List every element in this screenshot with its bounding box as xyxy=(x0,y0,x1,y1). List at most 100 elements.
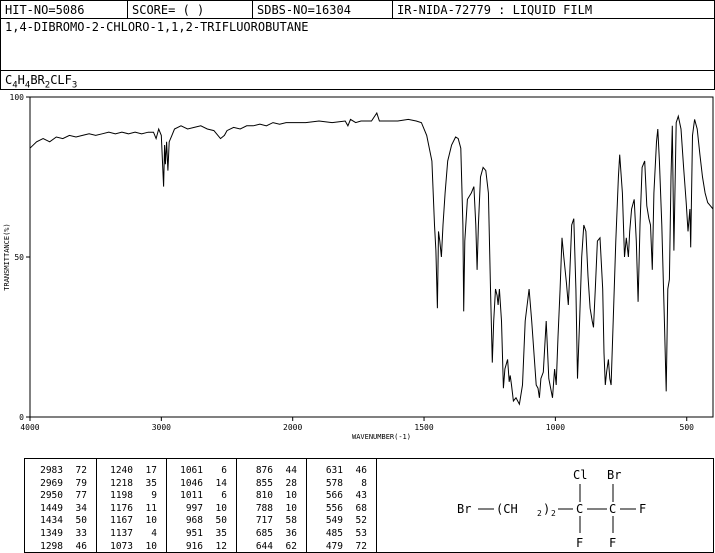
x-tick-label: 3000 xyxy=(152,423,171,432)
peak-transmittance: 79 xyxy=(75,477,87,489)
peak-transmittance: 10 xyxy=(285,502,297,514)
peak-row: 916 12 xyxy=(167,541,227,553)
peak-wavenumber: 1061 xyxy=(180,465,203,476)
x-tick-label: 4000 xyxy=(20,423,39,432)
peak-transmittance: 53 xyxy=(355,527,367,539)
peak-wavenumber: 1137 xyxy=(110,527,133,539)
atom-f-bottom-left: F xyxy=(576,536,583,550)
peak-wavenumber: 1240 xyxy=(110,465,133,476)
x-axis-label: WAVENUMBER(-1) xyxy=(352,433,411,441)
peak-row: 479 72 xyxy=(307,541,367,553)
peak-column: 2983 72 2969 79 2950 77 1449 34 1434 50 1349 33 1298… xyxy=(27,465,87,553)
atom-f-right: F xyxy=(639,502,646,516)
plot-frame xyxy=(29,96,714,418)
peak-column: 1240 17 1218 35 1198 9 1176 11 1167 10 1137 4 1073 10 xyxy=(97,465,157,553)
peak-wavenumber: 1176 xyxy=(110,502,133,514)
peak-transmittance: 6 xyxy=(221,465,227,476)
peak-wavenumber: 968 xyxy=(185,515,203,527)
formula-subscript: 4 xyxy=(12,80,18,91)
peak-wavenumber: 1218 xyxy=(110,477,133,489)
peak-transmittance: 43 xyxy=(355,490,367,502)
peak-wavenumber: 916 xyxy=(185,540,203,552)
formula-part: H xyxy=(17,73,25,87)
peak-column-divider xyxy=(96,459,97,552)
peak-transmittance: 17 xyxy=(145,465,157,476)
peak-row: 1046 14 xyxy=(167,478,227,491)
peak-wavenumber: 1298 xyxy=(40,540,63,552)
x-tick-label: 500 xyxy=(680,423,695,432)
y-axis-label: TRANSMITTANCE(%) xyxy=(3,223,11,290)
peak-transmittance: 46 xyxy=(355,465,367,476)
peak-row: 1449 34 xyxy=(27,503,87,516)
peak-transmittance: 10 xyxy=(145,515,157,527)
peak-transmittance: 28 xyxy=(285,477,297,489)
y-tick-label: 100 xyxy=(10,93,25,102)
peak-wavenumber: 876 xyxy=(255,465,273,476)
peak-row: 997 10 xyxy=(167,503,227,516)
compound-info-panel: 1,4-DIBROMO-2-CHLORO-1,1,2-TRIFLUOROBUTA… xyxy=(0,18,715,90)
peak-wavenumber: 485 xyxy=(325,527,343,539)
peak-row: 685 36 xyxy=(237,528,297,541)
peak-wavenumber: 2983 xyxy=(40,465,63,476)
group-ch2-open: (CH xyxy=(496,502,518,516)
peak-row: 578 8 xyxy=(307,478,367,491)
y-tick-label: 50 xyxy=(14,253,24,262)
atom-c1: C xyxy=(576,502,583,516)
atom-br-top: Br xyxy=(607,468,621,482)
peak-wavenumber: 479 xyxy=(325,540,343,552)
peak-row: 1011 6 xyxy=(167,490,227,503)
peak-row: 1198 9 xyxy=(97,490,157,503)
peak-column-divider xyxy=(236,459,237,552)
peak-row: 1349 33 xyxy=(27,528,87,541)
peak-transmittance: 44 xyxy=(285,465,297,476)
peak-row: 2983 72 xyxy=(27,465,87,478)
group-ch2-sub: 2 xyxy=(537,509,542,518)
peak-row: 644 62 xyxy=(237,541,297,553)
peak-column-divider xyxy=(306,459,307,552)
peak-transmittance: 35 xyxy=(145,477,157,489)
peak-transmittance: 58 xyxy=(285,515,297,527)
peak-row: 1167 10 xyxy=(97,515,157,528)
peak-transmittance: 77 xyxy=(75,490,87,502)
peak-wavenumber: 1046 xyxy=(180,477,203,489)
compound-name: 1,4-DIBROMO-2-CHLORO-1,1,2-TRIFLUOROBUTA… xyxy=(5,20,309,34)
peak-transmittance: 11 xyxy=(145,502,157,514)
formula-part: BR xyxy=(30,73,45,87)
panel-divider xyxy=(376,459,377,552)
peak-row: 951 35 xyxy=(167,528,227,541)
formula-part: CLF xyxy=(50,73,72,87)
peak-row: 549 52 xyxy=(307,515,367,528)
peak-wavenumber: 578 xyxy=(325,477,343,489)
peak-transmittance: 35 xyxy=(215,527,227,539)
peak-wavenumber: 1073 xyxy=(110,540,133,552)
formula-divider xyxy=(1,70,714,71)
peak-row: 1176 11 xyxy=(97,503,157,516)
peak-row: 566 43 xyxy=(307,490,367,503)
peak-transmittance: 10 xyxy=(215,502,227,514)
peak-wavenumber: 2950 xyxy=(40,490,63,502)
peak-transmittance: 34 xyxy=(75,502,87,514)
spectrum-line xyxy=(29,111,714,406)
peak-row: 556 68 xyxy=(307,503,367,516)
peak-wavenumber: 549 xyxy=(325,515,343,527)
peak-transmittance: 4 xyxy=(151,527,157,539)
peak-wavenumber: 631 xyxy=(325,465,343,476)
formula-subscript: 3 xyxy=(71,80,78,91)
peak-row: 855 28 xyxy=(237,478,297,491)
peak-wavenumber: 566 xyxy=(325,490,343,502)
peak-transmittance: 46 xyxy=(75,540,87,552)
peak-row: 717 58 xyxy=(237,515,297,528)
atom-f-bottom-right: F xyxy=(609,536,616,550)
peak-row: 1061 6 xyxy=(167,465,227,478)
peak-transmittance: 36 xyxy=(285,527,297,539)
ir-info: IR-NIDA-72779 : LIQUID FILM xyxy=(397,3,593,17)
peak-row: 2950 77 xyxy=(27,490,87,503)
peak-wavenumber: 685 xyxy=(255,527,273,539)
peak-transmittance: 10 xyxy=(145,540,157,552)
atom-br-left: Br xyxy=(457,502,471,516)
group-ch2-close: ) xyxy=(543,502,550,516)
peak-wavenumber: 788 xyxy=(255,502,273,514)
peak-row: 810 10 xyxy=(237,490,297,503)
structure-diagram: Br (CH 2 ) 2 C C F Cl Br F F xyxy=(457,468,646,550)
peak-row: 876 44 xyxy=(237,465,297,478)
